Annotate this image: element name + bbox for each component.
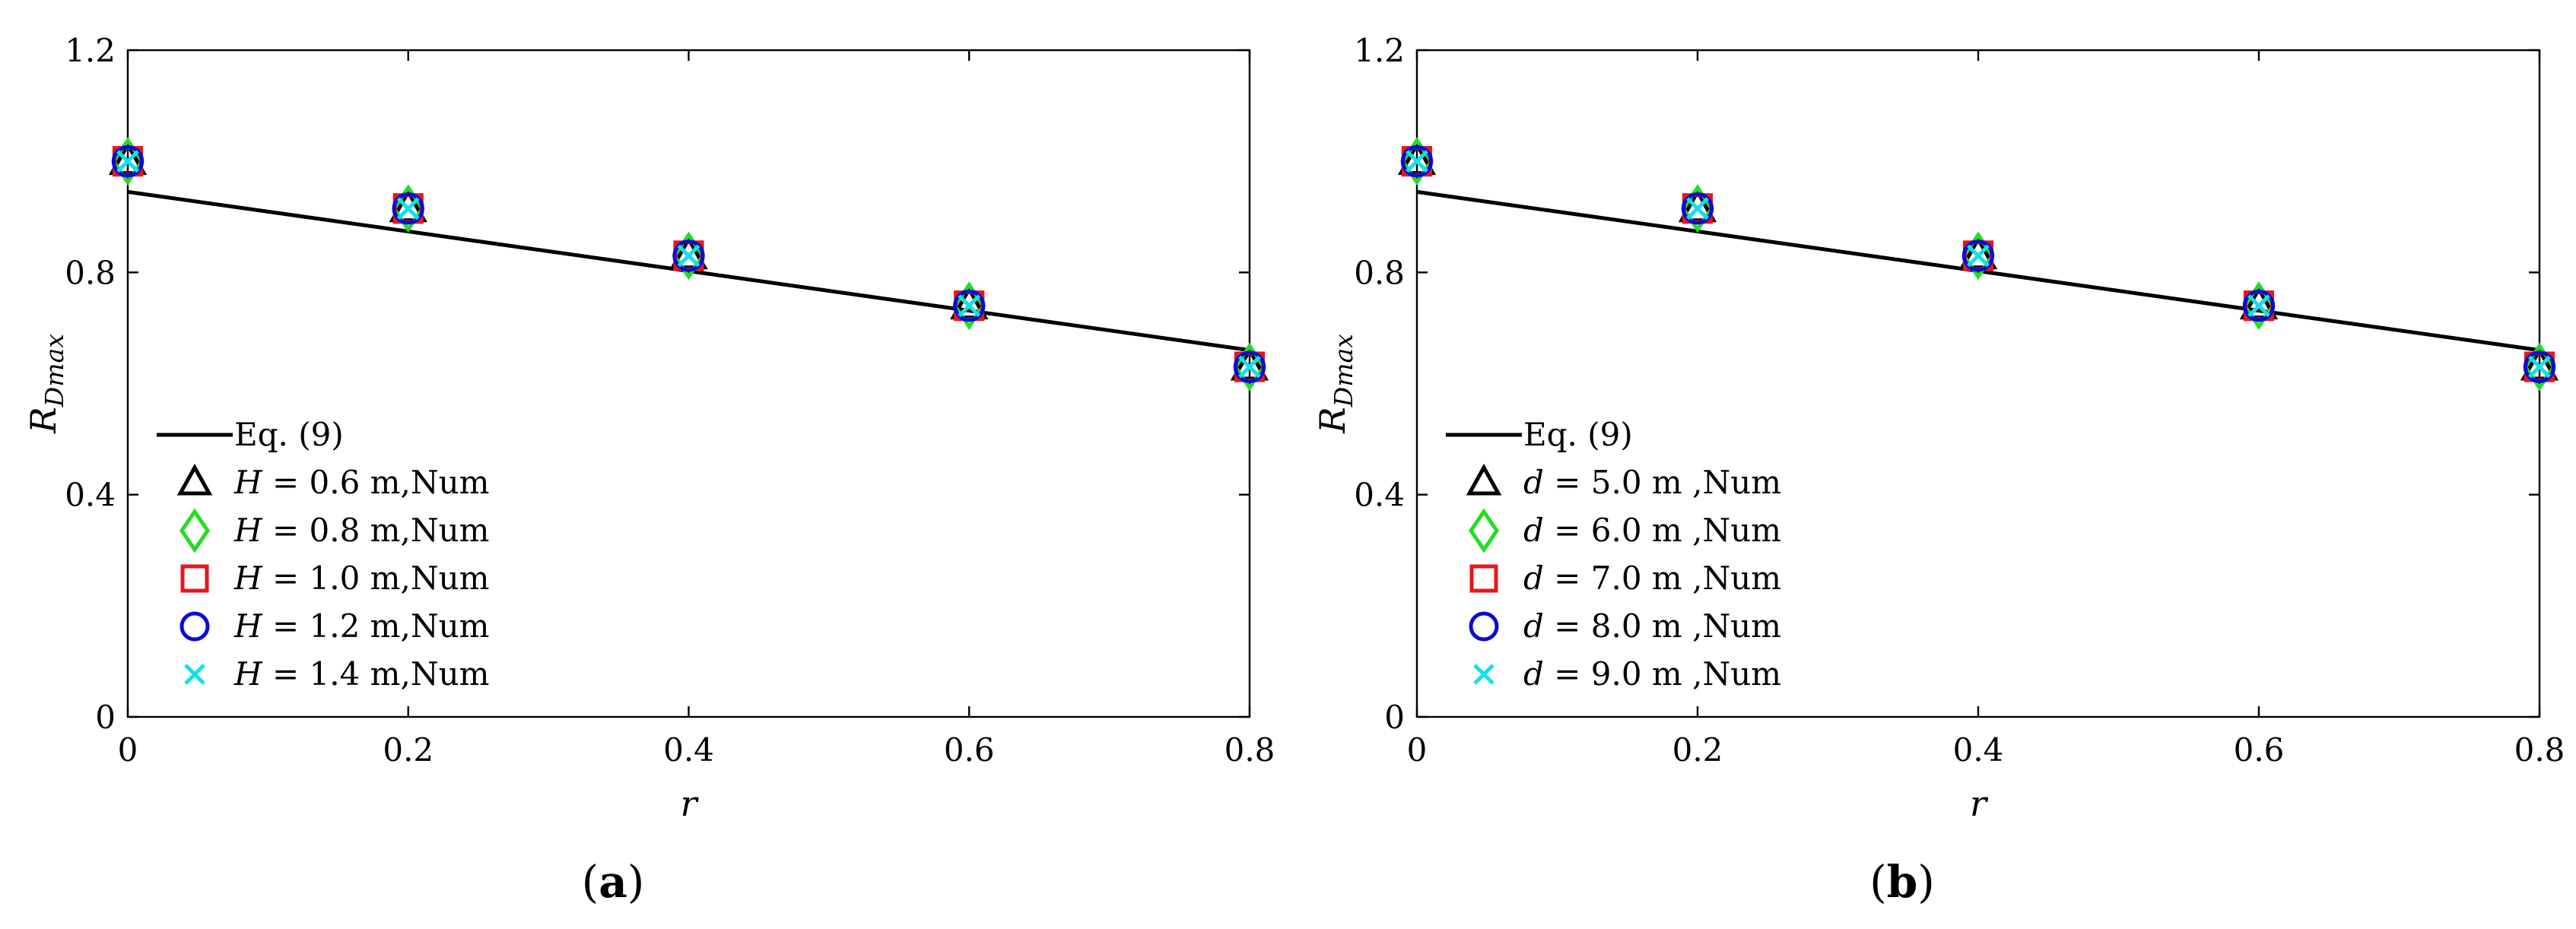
legend-marker-cross bbox=[184, 664, 205, 685]
series-triangle bbox=[108, 141, 1269, 381]
series-cross bbox=[1406, 150, 2551, 379]
data-point-circle bbox=[2242, 289, 2276, 322]
legend-label-triangle: d = 5.0 m ,Num bbox=[1523, 464, 1781, 501]
x-tick-label: 0.8 bbox=[1224, 731, 1275, 769]
legend-label-cross: H = 1.4 m,Num bbox=[233, 655, 489, 693]
legend-label-eq9: Eq. (9) bbox=[234, 416, 344, 453]
series-diamond bbox=[1400, 137, 2556, 392]
legend-label-triangle: H = 0.6 m,Num bbox=[233, 464, 489, 501]
data-point-cross bbox=[958, 294, 981, 318]
y-axis-label: RDmax bbox=[1312, 334, 1358, 434]
legend-marker-circle bbox=[179, 611, 210, 642]
data-point-circle bbox=[111, 144, 145, 178]
legend-marker-diamond bbox=[1468, 508, 1500, 553]
legend-marker-triangle bbox=[176, 463, 213, 496]
data-point-cross bbox=[116, 150, 139, 173]
panel-label: (a) bbox=[582, 856, 645, 908]
legend-marker-diamond bbox=[179, 508, 211, 553]
y-tick-label: 0 bbox=[1384, 699, 1405, 736]
data-point-circle bbox=[392, 192, 424, 225]
data-point-circle bbox=[1681, 192, 1714, 225]
data-point-cross bbox=[1686, 197, 1709, 220]
legend-marker-triangle bbox=[1466, 463, 1502, 496]
y-axis-label: RDmax bbox=[23, 334, 69, 434]
data-point-cross bbox=[1406, 150, 1428, 173]
x-tick-label: 0.6 bbox=[944, 731, 995, 769]
x-tick-label: 0 bbox=[118, 731, 138, 769]
legend-label-diamond: d = 6.0 m ,Num bbox=[1523, 512, 1781, 549]
y-tick-label: 1.2 bbox=[1354, 32, 1405, 69]
y-tick-label: 0.4 bbox=[65, 477, 116, 514]
data-point-cross bbox=[677, 244, 700, 268]
data-point-cross bbox=[2247, 294, 2270, 318]
y-tick-label: 0.4 bbox=[1354, 477, 1405, 514]
data-point-cross bbox=[2528, 355, 2551, 379]
data-point-cross bbox=[1967, 244, 1990, 268]
x-tick-label: 0.2 bbox=[383, 731, 434, 769]
chart-panel-a: 0 0.2 0.4 0.6 0.8 0 0.4 0.8 1.2 r RDmax Eq. (9) H = … bbox=[23, 32, 1275, 908]
data-point-circle bbox=[2523, 350, 2556, 383]
data-point-circle bbox=[953, 289, 986, 322]
legend-marker-square bbox=[180, 564, 209, 593]
series-square bbox=[1401, 146, 2555, 382]
y-tick-label: 0.8 bbox=[1354, 254, 1405, 291]
legend-label-square: H = 1.0 m,Num bbox=[233, 560, 489, 597]
legend-marker-cross bbox=[1473, 664, 1494, 685]
x-axis-label: r bbox=[1970, 783, 1989, 824]
chart-panel-b: 0 0.2 0.4 0.6 0.8 0 0.4 0.8 1.2 r RDmax Eq. (9) d = … bbox=[1312, 32, 2565, 908]
panel-label: (b) bbox=[1869, 856, 1935, 908]
x-tick-label: 0 bbox=[1407, 731, 1428, 769]
y-tick-label: 0.8 bbox=[65, 254, 116, 291]
series-diamond bbox=[111, 137, 1266, 392]
data-point-cross bbox=[1238, 355, 1261, 379]
legend-label-circle: d = 8.0 m ,Num bbox=[1523, 607, 1781, 645]
data-point-cross bbox=[396, 197, 420, 220]
x-tick-label: 0.6 bbox=[2234, 731, 2285, 769]
series-circle bbox=[1400, 144, 2556, 383]
legend-marker-circle bbox=[1469, 611, 1499, 642]
legend-label-cross: d = 9.0 m ,Num bbox=[1523, 655, 1781, 693]
x-tick-label: 0.2 bbox=[1672, 731, 1723, 769]
data-point-circle bbox=[1400, 144, 1434, 178]
x-tick-label: 0.8 bbox=[2514, 731, 2565, 769]
data-point-circle bbox=[1233, 350, 1266, 383]
series-square bbox=[112, 146, 1266, 382]
data-point-circle bbox=[672, 239, 705, 272]
legend-label-square: d = 7.0 m ,Num bbox=[1523, 560, 1781, 597]
legend: Eq. (9) H = 0.6 m,Num H = 0.8 m,Num H = 1.0… bbox=[157, 416, 489, 693]
series-cross bbox=[116, 150, 1261, 379]
legend-label-eq9: Eq. (9) bbox=[1523, 416, 1633, 453]
y-tick-label: 0 bbox=[95, 699, 116, 736]
legend: Eq. (9) d = 5.0 m ,Num d = 6.0 m ,Num d = 7… bbox=[1446, 416, 1781, 693]
series-triangle bbox=[1397, 141, 2559, 381]
legend-marker-square bbox=[1469, 564, 1498, 593]
x-tick-label: 0.4 bbox=[1953, 731, 2004, 769]
series-circle bbox=[111, 144, 1266, 383]
legend-label-circle: H = 1.2 m,Num bbox=[233, 607, 489, 645]
y-tick-label: 1.2 bbox=[65, 32, 116, 69]
data-point-circle bbox=[1961, 239, 1995, 272]
x-tick-label: 0.4 bbox=[663, 731, 714, 769]
legend-label-diamond: H = 0.8 m,Num bbox=[233, 512, 489, 549]
x-axis-label: r bbox=[681, 783, 700, 824]
